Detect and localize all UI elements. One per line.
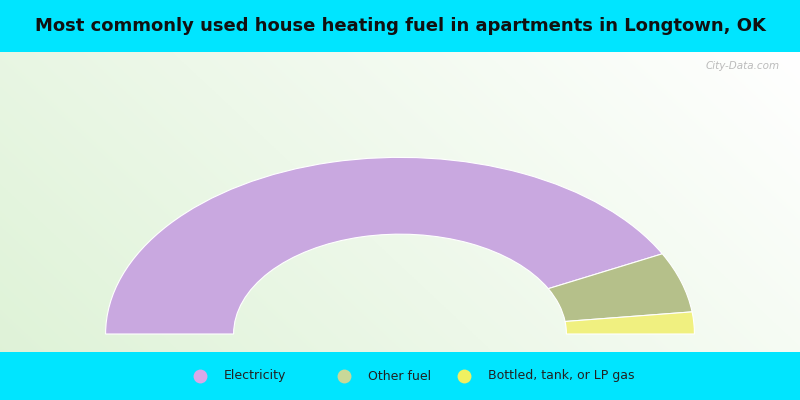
Text: Other fuel: Other fuel (368, 370, 431, 382)
Text: Bottled, tank, or LP gas: Bottled, tank, or LP gas (488, 370, 634, 382)
Text: Electricity: Electricity (224, 370, 286, 382)
Wedge shape (106, 157, 662, 334)
Text: City-Data.com: City-Data.com (706, 61, 780, 71)
Text: Most commonly used house heating fuel in apartments in Longtown, OK: Most commonly used house heating fuel in… (34, 17, 766, 35)
Wedge shape (548, 254, 692, 322)
Wedge shape (565, 312, 694, 334)
